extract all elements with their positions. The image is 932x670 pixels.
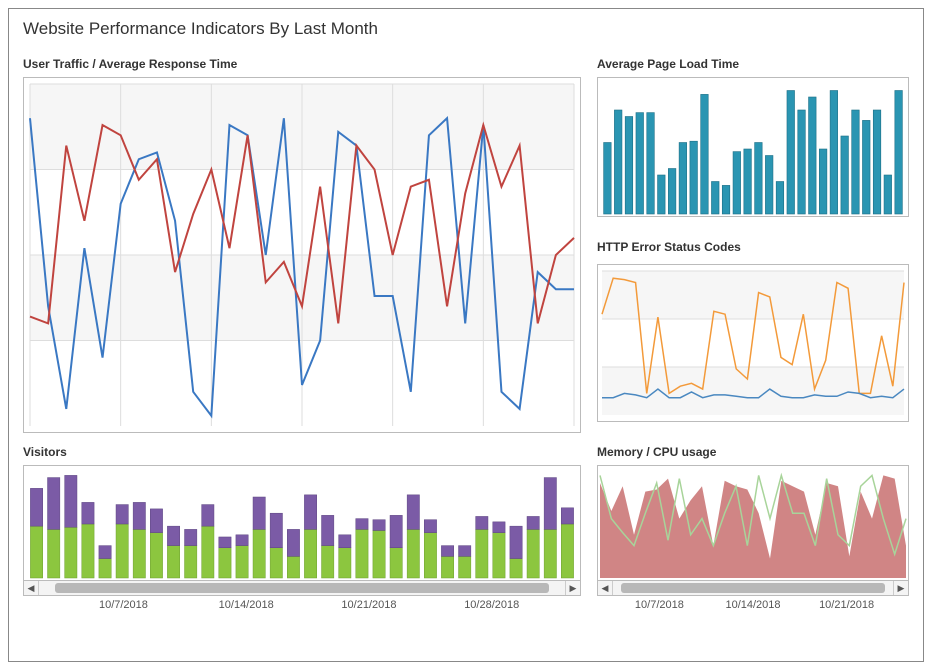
xaxis-memory: 10/7/2018 10/14/2018 10/21/2018	[597, 596, 909, 612]
panel-traffic: User Traffic / Average Response Time	[23, 57, 581, 433]
xaxis-tick-label: 10/21/2018	[819, 599, 874, 611]
chart-memory[interactable]	[597, 465, 909, 581]
panel-errors: HTTP Error Status Codes	[597, 240, 909, 433]
xaxis-tick-label: 10/7/2018	[635, 599, 684, 611]
dashboard-grid: User Traffic / Average Response Time Ave…	[23, 57, 909, 612]
panel-title-visitors: Visitors	[23, 445, 581, 459]
scroll-track[interactable]	[39, 581, 565, 595]
xaxis-tick-label: 10/28/2018	[464, 599, 519, 611]
panel-title-errors: HTTP Error Status Codes	[597, 240, 909, 254]
chart-traffic[interactable]	[23, 77, 581, 433]
chart-pageload[interactable]	[597, 77, 909, 217]
scroll-track[interactable]	[613, 581, 893, 595]
xaxis-tick-label: 10/14/2018	[725, 599, 780, 611]
panel-pageload: Average Page Load Time	[597, 57, 909, 228]
xaxis-tick-label: 10/7/2018	[99, 599, 148, 611]
page-title: Website Performance Indicators By Last M…	[23, 19, 909, 39]
xaxis-tick-label: 10/14/2018	[219, 599, 274, 611]
scroll-right-icon[interactable]: ▶	[565, 581, 580, 595]
scrollbar-visitors[interactable]: ◀ ▶	[23, 581, 581, 596]
panel-title-memory: Memory / CPU usage	[597, 445, 909, 459]
scroll-thumb[interactable]	[55, 583, 549, 593]
chart-visitors[interactable]	[23, 465, 581, 581]
panel-visitors: Visitors ◀ ▶ 10/7/2018 10/14/2018 10/21/20…	[23, 445, 581, 612]
scroll-left-icon[interactable]: ◀	[24, 581, 39, 595]
panel-memory: Memory / CPU usage ◀ ▶ 10/7/2018 10/14/20…	[597, 445, 909, 612]
panel-title-pageload: Average Page Load Time	[597, 57, 909, 71]
scroll-thumb[interactable]	[621, 583, 884, 593]
dashboard-frame: Website Performance Indicators By Last M…	[8, 8, 924, 662]
scroll-left-icon[interactable]: ◀	[598, 581, 613, 595]
xaxis-tick-label: 10/21/2018	[341, 599, 396, 611]
chart-errors[interactable]	[597, 264, 909, 422]
xaxis-visitors: 10/7/2018 10/14/2018 10/21/2018 10/28/2018	[23, 596, 581, 612]
panel-title-traffic: User Traffic / Average Response Time	[23, 57, 581, 71]
scrollbar-memory[interactable]: ◀ ▶	[597, 581, 909, 596]
scroll-right-icon[interactable]: ▶	[893, 581, 908, 595]
